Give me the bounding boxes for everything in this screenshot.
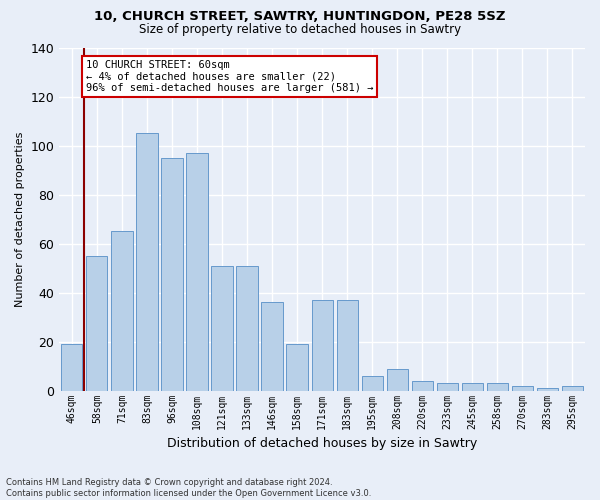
Bar [286,344,308,391]
Bar [487,384,508,390]
Bar [111,232,133,390]
Text: 10 CHURCH STREET: 60sqm
← 4% of detached houses are smaller (22)
96% of semi-det: 10 CHURCH STREET: 60sqm ← 4% of detached… [86,60,373,93]
Bar [236,266,257,390]
Bar [462,384,483,390]
Bar [562,386,583,390]
Bar [187,153,208,390]
Y-axis label: Number of detached properties: Number of detached properties [15,132,25,307]
Bar [337,300,358,390]
Bar [437,384,458,390]
Text: Size of property relative to detached houses in Sawtry: Size of property relative to detached ho… [139,22,461,36]
Bar [262,302,283,390]
Text: Contains HM Land Registry data © Crown copyright and database right 2024.
Contai: Contains HM Land Registry data © Crown c… [6,478,371,498]
Bar [161,158,182,390]
Bar [311,300,333,390]
Bar [61,344,82,391]
X-axis label: Distribution of detached houses by size in Sawtry: Distribution of detached houses by size … [167,437,477,450]
Bar [136,134,158,390]
Bar [211,266,233,390]
Bar [86,256,107,390]
Bar [512,386,533,390]
Bar [386,368,408,390]
Text: 10, CHURCH STREET, SAWTRY, HUNTINGDON, PE28 5SZ: 10, CHURCH STREET, SAWTRY, HUNTINGDON, P… [94,10,506,23]
Bar [362,376,383,390]
Bar [537,388,558,390]
Bar [412,381,433,390]
